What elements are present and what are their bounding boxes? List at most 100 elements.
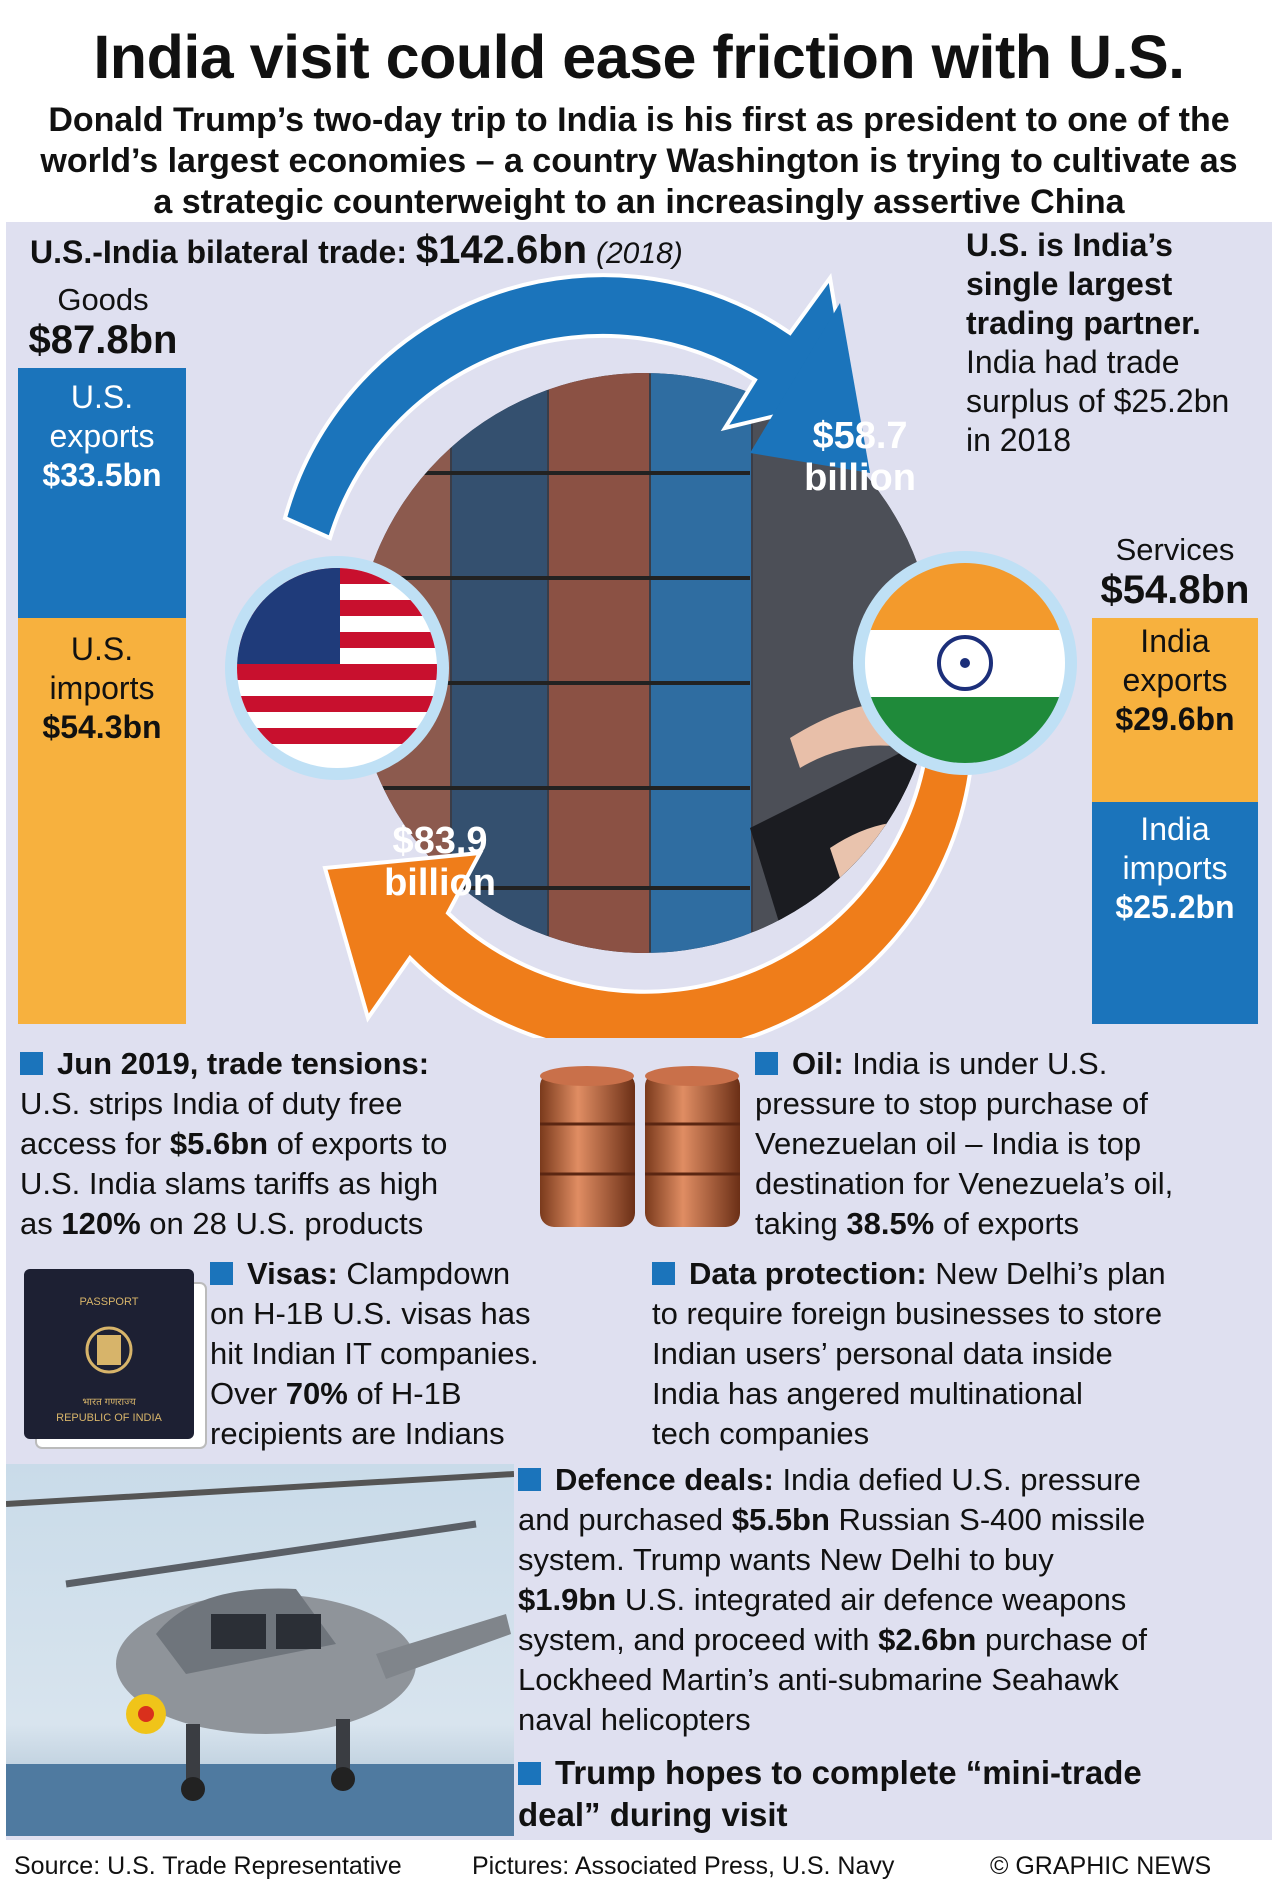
india-imports-line1: India [1140,811,1210,847]
tensions-line3: U.S. India slams tariffs as high [20,1166,439,1201]
oil-line2: Venezuelan oil – India is top [755,1126,1142,1161]
defence-section: Defence deals: India defied U.S. pressur… [518,1460,1270,1740]
bullet-square-icon [20,1052,43,1075]
subtitle: Donald Trump’s two-day trip to India is … [40,101,1238,221]
us-exports-line2: exports [49,418,155,454]
defence-line6: naval helicopters [518,1702,751,1737]
us-exports-value: $33.5bn [42,457,162,493]
goods-label: Goods [57,282,149,317]
bullet-square-icon [210,1262,233,1285]
us-exports-line1: U.S. [70,379,134,415]
bullet-square-icon [518,1468,541,1491]
trade-tensions-section: Jun 2019, trade tensions: U.S. strips In… [20,1044,540,1244]
tensions-heading: Jun 2019, trade tensions: [57,1046,430,1081]
arrow-top-line1: $58.7 [812,415,907,457]
arrow-bottom-line1: $83.9 [392,820,487,862]
source-credit: Source: U.S. Trade Representative [14,1852,402,1880]
india-imports-line2: imports [1122,850,1228,886]
oil-heading-rest: India is under U.S. [843,1046,1108,1081]
pictures-credit: Pictures: Associated Press, U.S. Navy [472,1852,895,1880]
bilateral-trade-total: $142.6bn [415,228,588,272]
services-total: $54.8bn [1100,568,1250,612]
defence-line3a: $1.9bn [518,1582,617,1617]
india-flag-icon [865,563,1065,763]
defence-heading: Defence deals: [555,1462,774,1497]
india-exports-bar: India exports $29.6bn [1092,618,1258,802]
data-protection-heading: Data protection: [689,1256,927,1291]
india-imports-value: $25.2bn [1115,889,1235,925]
oil-line4b: 38.5% [846,1206,935,1241]
data-protection-line4: tech companies [652,1416,870,1451]
tensions-line4c: on 28 U.S. products [140,1206,424,1241]
trading-partner-note: U.S. is India’s single largest trading p… [966,226,1229,460]
passport-bottom-text: REPUBLIC OF INDIA [56,1412,162,1424]
partner-headline-3: trading partner. [966,305,1201,341]
partner-headline-1: U.S. is India’s [966,227,1173,263]
arrow-top-line2: billion [804,457,916,499]
oil-line4a: taking [755,1206,847,1241]
partner-body-1: India had trade [966,344,1180,380]
visas-line3b: 70% [285,1376,348,1411]
trade-cycle-graphic: $58.7 billion $83.9 billion [225,272,1077,1038]
mini-trade-deal-note: Trump hopes to complete “mini-trade deal… [518,1752,1270,1836]
page-title: India visit could ease friction with U.S… [93,23,1185,91]
tensions-line2b: $5.6bn [169,1126,269,1161]
india-exports-line2: exports [1122,662,1228,698]
oil-heading: Oil: [792,1046,844,1081]
us-exports-bar: U.S. exports $33.5bn [18,368,186,618]
services-label: Services [1115,532,1235,567]
us-imports-line2: imports [49,670,155,706]
data-protection-line1: to require foreign businesses to store [652,1296,1163,1331]
india-imports-bar: India imports $25.2bn [1092,802,1258,1024]
tensions-line2c: of exports to [268,1126,448,1161]
passport-hindi-text: भारत गणराज्य [82,1397,135,1408]
defence-line1c: Russian S-400 missile [829,1502,1146,1537]
data-protection-line2: Indian users’ personal data inside [652,1336,1113,1371]
bullet-square-icon [652,1262,675,1285]
visas-line3c: of H-1B [347,1376,462,1411]
mini-deal-line2: deal” during visit [518,1796,788,1833]
visas-heading-rest: Clampdown [337,1256,511,1291]
defence-heading-rest: India defied U.S. pressure [773,1462,1141,1497]
india-exports-line1: India [1140,623,1210,659]
visas-line2: hit Indian IT companies. [210,1336,539,1371]
bilateral-trade-year: (2018) [595,237,683,270]
defence-line1b: $5.5bn [731,1502,830,1537]
partner-body-2: surplus of $25.2bn [966,383,1230,419]
bilateral-trade-label: U.S.-India bilateral trade: [30,234,407,270]
bilateral-trade-heading: U.S.-India bilateral trade: $142.6bn (20… [30,228,683,273]
india-exports-value: $29.6bn [1115,701,1235,737]
bullet-square-icon [755,1052,778,1075]
data-protection-section: Data protection: New Delhi’s plan to req… [652,1254,1267,1454]
visas-line1: on H-1B U.S. visas has [210,1296,531,1331]
graphic-news-credit: © GRAPHIC NEWS [990,1852,1212,1880]
bullet-square-icon [518,1762,541,1785]
us-imports-line1: U.S. [70,631,134,667]
oil-line3: destination for Venezuela’s oil, [755,1166,1174,1201]
partner-headline-2: single largest [966,266,1173,302]
arrow-bottom-line2: billion [384,862,496,904]
visas-line4: recipients are Indians [210,1416,505,1451]
tensions-line1: U.S. strips India of duty free [20,1086,403,1121]
containers-photo [355,373,935,953]
tensions-line4b: 120% [61,1206,141,1241]
us-flag-icon [237,568,437,768]
tensions-line2a: access for [20,1126,170,1161]
defence-line5: Lockheed Martin’s anti-submarine Seahawk [518,1662,1119,1697]
passport-top-text: PASSPORT [80,1296,139,1308]
us-imports-bar: U.S. imports $54.3bn [18,618,186,1024]
passport-image: PASSPORT भारत गणराज्य REPUBLIC OF INDIA [24,1269,207,1449]
seahawk-helicopter-photo [6,1464,514,1836]
goods-total: $87.8bn [28,318,178,362]
oil-line1: pressure to stop purchase of [755,1086,1148,1121]
oil-line4c: of exports [934,1206,1079,1241]
oil-section: Oil: India is under U.S. pressure to sto… [755,1044,1265,1244]
visas-heading: Visas: [247,1256,338,1291]
tensions-line4a: as [20,1206,62,1241]
emblem-icon [85,1326,133,1374]
data-protection-line3: India has angered multinational [652,1376,1083,1411]
us-imports-value: $54.3bn [42,709,162,745]
oil-barrels-icon [540,1066,740,1227]
defence-line1a: and purchased [518,1502,732,1537]
mini-deal-line1: Trump hopes to complete “mini-trade [555,1754,1142,1791]
